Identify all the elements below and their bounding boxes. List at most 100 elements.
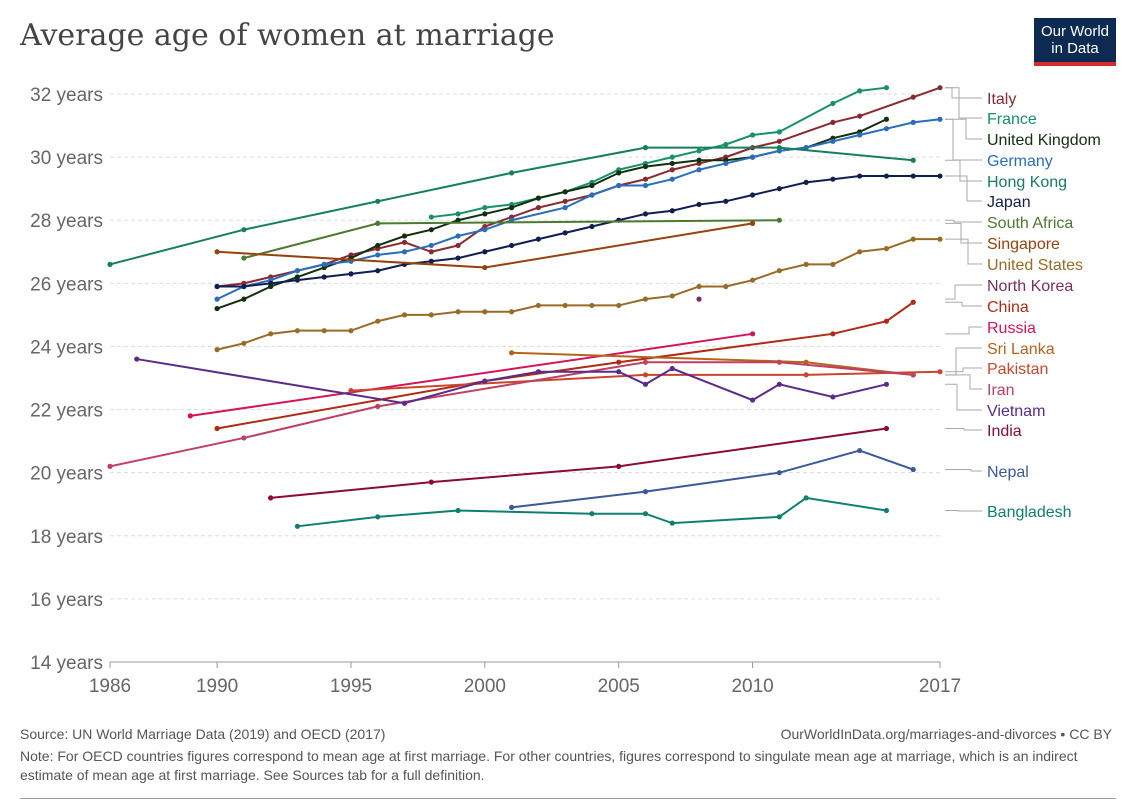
data-point (482, 211, 488, 217)
x-tick-label: 2010 (731, 676, 773, 697)
label-connector (945, 301, 982, 307)
data-point (696, 201, 702, 208)
data-point (857, 132, 863, 138)
data-point (589, 223, 595, 230)
series-label: Iran (987, 382, 1015, 399)
data-point (375, 252, 381, 258)
data-point (294, 268, 301, 274)
data-point (562, 198, 568, 204)
data-point (642, 296, 649, 302)
y-tick-label: 20 years (30, 464, 103, 485)
data-point (616, 369, 622, 375)
data-point (642, 359, 649, 365)
series-label: India (987, 423, 1022, 440)
data-point (294, 328, 301, 334)
data-point (616, 359, 622, 365)
owid-logo[interactable]: Our World in Data (1034, 18, 1116, 66)
data-point (428, 312, 434, 318)
label-connector (945, 383, 982, 411)
data-point (910, 466, 916, 473)
data-point (214, 425, 220, 432)
x-tick-label: 2017 (919, 676, 961, 697)
chart-title: Average age of women at marriage (20, 18, 555, 53)
data-point (482, 227, 488, 233)
data-point (401, 239, 408, 245)
data-point (535, 302, 541, 309)
data-point (883, 507, 890, 514)
data-point (937, 116, 943, 122)
data-point (509, 504, 515, 510)
data-point (857, 173, 863, 179)
data-point (348, 328, 354, 334)
y-tick-label: 30 years (30, 148, 103, 169)
label-connector (945, 222, 982, 244)
series-line-russia (190, 332, 753, 417)
data-point (830, 331, 836, 337)
data-point (669, 365, 675, 372)
data-point (268, 331, 274, 337)
data-point (803, 261, 809, 267)
data-point (803, 145, 809, 151)
logo-line-2: in Data (1051, 40, 1099, 57)
data-point (535, 205, 541, 211)
data-point (214, 249, 220, 255)
data-point (107, 463, 113, 469)
series-line-pakistan (350, 370, 941, 392)
data-point (642, 182, 649, 189)
label-connector (945, 159, 982, 182)
series-line-china (216, 301, 914, 430)
series-label: Russia (987, 320, 1036, 337)
data-point (428, 479, 434, 485)
data-point (455, 233, 461, 239)
data-point (830, 261, 836, 267)
y-tick-label: 18 years (30, 527, 103, 548)
data-point (642, 211, 649, 217)
x-tick-label: 1990 (196, 676, 238, 697)
series-line-japan (217, 175, 940, 288)
data-point (401, 312, 408, 318)
data-point (883, 116, 890, 122)
y-tick-label: 22 years (30, 401, 103, 422)
data-point (562, 205, 568, 211)
data-point (883, 246, 890, 252)
data-point (401, 249, 408, 255)
series-label: Bangladesh (987, 504, 1072, 521)
data-point (535, 236, 541, 242)
credit-link[interactable]: OurWorldInData.org/marriages-and-divorce… (780, 726, 1112, 742)
data-point (375, 514, 381, 520)
data-point (616, 170, 622, 176)
data-point (696, 283, 702, 290)
source-text: Source: UN World Marriage Data (2019) an… (20, 726, 386, 742)
data-point (455, 217, 461, 223)
data-point (214, 347, 220, 353)
data-point (509, 205, 515, 211)
data-point (509, 170, 515, 176)
data-point (241, 283, 247, 290)
series-line-germany (216, 118, 941, 301)
data-point (910, 236, 916, 242)
data-point (241, 435, 247, 441)
data-point (910, 299, 916, 305)
data-point (857, 113, 863, 119)
series-label: Hong Kong (987, 174, 1067, 191)
data-point (616, 302, 622, 309)
label-connector (945, 367, 982, 373)
series-label: Nepal (987, 464, 1029, 481)
series-label: Germany (987, 153, 1053, 170)
y-tick-label: 26 years (30, 274, 103, 295)
label-connector (945, 118, 982, 140)
data-point (375, 242, 381, 249)
data-point (642, 372, 649, 378)
data-point (348, 271, 354, 277)
series-label: France (987, 111, 1037, 128)
label-connector (945, 427, 982, 431)
data-point (294, 523, 301, 529)
label-connector (945, 87, 982, 119)
data-point (428, 214, 434, 220)
label-connector (945, 118, 982, 161)
data-point (669, 176, 675, 182)
data-point (937, 369, 943, 375)
data-point (776, 138, 782, 144)
data-point (428, 242, 434, 249)
data-point (830, 176, 836, 182)
